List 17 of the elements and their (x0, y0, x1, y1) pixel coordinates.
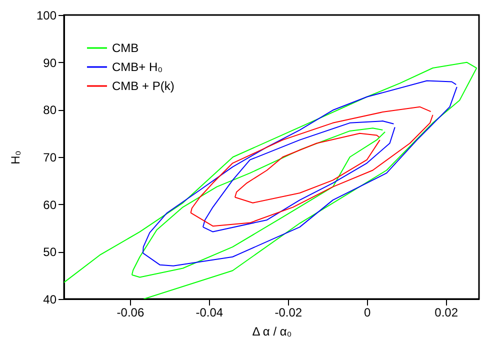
legend-label: CMB (112, 41, 139, 55)
y-tick-label: 60 (43, 198, 57, 212)
legend-label: CMB+ H₀ (112, 60, 163, 74)
x-tick-label: -0.04 (196, 306, 224, 320)
x-tick-label: 0 (364, 306, 372, 320)
y-axis-title: H₀ (8, 150, 22, 164)
y-tick-label: 100 (36, 8, 57, 22)
x-tick-label: -0.02 (274, 306, 302, 320)
x-tick-label: 0.02 (434, 306, 458, 320)
y-tick-label: 70 (43, 150, 57, 164)
y-tick-label: 80 (43, 103, 57, 118)
x-tick-label: -0.06 (116, 306, 144, 320)
y-tick-label: 40 (43, 292, 57, 306)
legend-label: CMB + P(k) (112, 79, 174, 93)
y-tick-label: 50 (43, 245, 57, 260)
y-tick-label: 90 (43, 56, 57, 70)
x-axis-title: Δ α / α₀ (252, 324, 292, 338)
